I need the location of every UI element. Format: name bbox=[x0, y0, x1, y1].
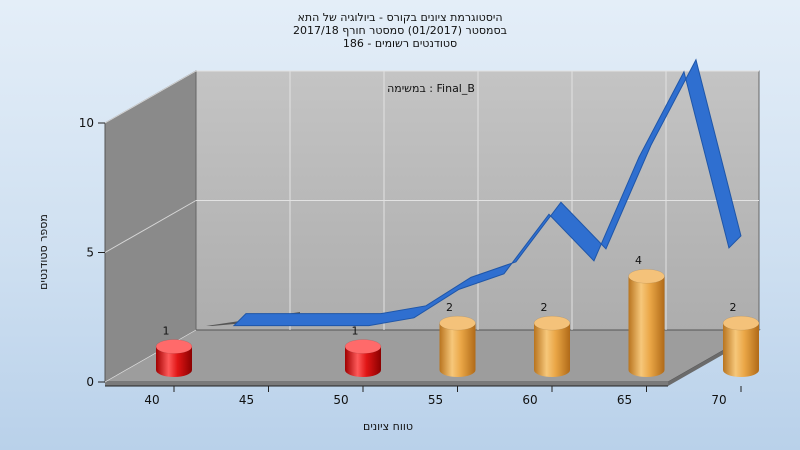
bar-top bbox=[439, 315, 476, 331]
bar-body bbox=[628, 276, 665, 377]
bar-top bbox=[344, 339, 382, 354]
x-tick-label: 70 bbox=[711, 393, 726, 407]
bar: 2 bbox=[533, 301, 571, 377]
bar-series: 1122425593 bbox=[155, 254, 760, 377]
bar-top bbox=[628, 268, 665, 284]
bar: 1 bbox=[344, 325, 382, 377]
x-tick-label: 60 bbox=[522, 393, 537, 407]
data-label: 2 bbox=[446, 301, 453, 314]
x-tick-label: 55 bbox=[428, 393, 443, 407]
x-tick-label: 65 bbox=[617, 393, 632, 407]
bar-top bbox=[155, 339, 193, 354]
bar: 2 bbox=[439, 301, 476, 377]
bar: 4 bbox=[628, 254, 665, 377]
chart-title-line-1: היסטוגרמת ציונים בקורס - ביולוגיה של התא bbox=[297, 11, 502, 24]
data-label: 1 bbox=[352, 325, 359, 338]
data-label: 1 bbox=[163, 325, 170, 338]
data-label: 4 bbox=[635, 254, 642, 267]
gridline-left-wall bbox=[104, 70, 197, 124]
bar-body bbox=[439, 323, 476, 377]
x-axis-title: טווח ציונים bbox=[363, 420, 413, 433]
gridline-left-wall bbox=[104, 200, 197, 253]
series-label: במשימה : Final_B bbox=[387, 82, 475, 95]
chart-title-line-2: בסמסטר (01/2017) סמסטר חורף 2017/18 bbox=[293, 24, 507, 37]
bar: 1 bbox=[155, 325, 193, 377]
bar-top bbox=[722, 315, 760, 331]
bar-body bbox=[534, 323, 570, 377]
x-tick-label: 45 bbox=[239, 393, 254, 407]
data-label: 2 bbox=[730, 301, 737, 314]
y-tick-label: 5 bbox=[86, 246, 94, 260]
bar-body bbox=[723, 323, 759, 377]
y-axis-title: מספר סטודנטים bbox=[37, 214, 50, 290]
data-label: 2 bbox=[541, 301, 548, 314]
chart-title-line-3: סטודנטים רשומים - 186 bbox=[343, 37, 457, 50]
x-tick-label: 50 bbox=[333, 393, 348, 407]
y-tick-label: 0 bbox=[86, 375, 94, 389]
gridline-left-wall bbox=[104, 329, 197, 383]
floor-front-edge bbox=[105, 382, 668, 386]
y-tick-label: 10 bbox=[79, 116, 94, 130]
ribbon-series bbox=[206, 58, 742, 327]
bar-body bbox=[156, 346, 192, 377]
bar-top bbox=[533, 315, 571, 331]
bar-body bbox=[345, 346, 381, 377]
bar: 2 bbox=[722, 301, 760, 377]
x-tick-label: 40 bbox=[144, 393, 159, 407]
axis-ticks: 05104045505560657075808590 bbox=[79, 116, 742, 407]
ribbon-band bbox=[232, 58, 742, 327]
